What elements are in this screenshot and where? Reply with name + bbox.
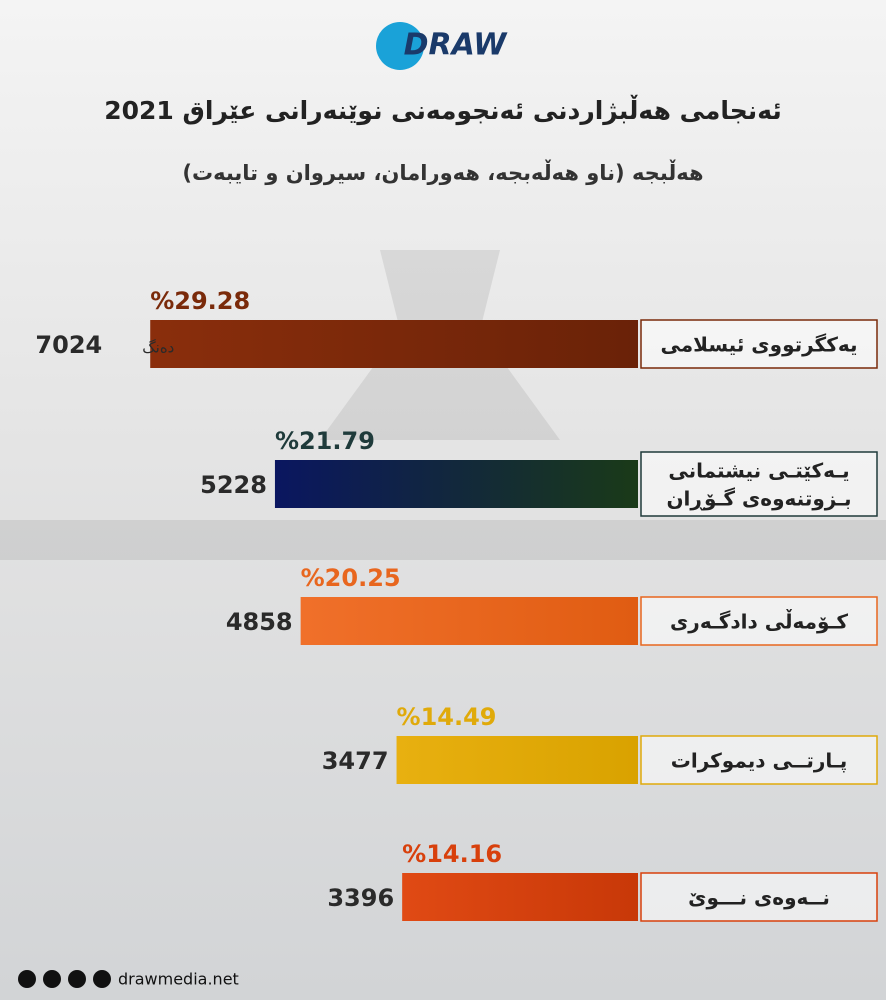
- category-label: یەکگرتووی ئیسلامی: [661, 333, 858, 357]
- category-label: پـارتــی دیموکرات: [671, 749, 848, 774]
- vote-label: 3396: [327, 884, 394, 912]
- category-label: نــەوەی نـــوێ: [688, 886, 830, 910]
- percent-label: %20.25: [301, 564, 401, 592]
- category-box: [640, 319, 878, 369]
- vote-unit: دەنگ: [142, 339, 174, 357]
- bar: [274, 460, 638, 508]
- category-label: کـۆمەڵی دادگـەری: [670, 609, 848, 634]
- percent-label: %21.79: [275, 427, 375, 455]
- bar: [150, 320, 638, 368]
- bar: [402, 873, 638, 921]
- percent-label: %14.16: [402, 840, 502, 868]
- x-icon: [68, 970, 86, 988]
- percent-label: %14.49: [397, 703, 497, 731]
- footer: drawmedia.net: [18, 970, 239, 989]
- category-label: یـەکێتـی نیشتمانی: [668, 459, 849, 483]
- chart-subtitle: هەڵبجە (ناو هەڵەبجە، هەورامان، سیروان و …: [182, 159, 703, 185]
- vote-label: 3477: [322, 747, 389, 775]
- facebook-icon: [18, 970, 36, 988]
- category-box: [640, 596, 878, 646]
- category-box: [640, 451, 878, 517]
- instagram-icon: [43, 970, 61, 988]
- bar: [396, 736, 638, 784]
- category-box: [640, 872, 878, 922]
- percent-label: %29.28: [150, 287, 250, 315]
- category-box: [640, 735, 878, 785]
- logo-mark: [376, 22, 424, 70]
- vote-label: 5228: [200, 471, 267, 499]
- category-label: بـزوتنەوەی گـۆڕان: [666, 487, 851, 511]
- chart-title: ئەنجامی هەڵبژاردنی ئەنجومەنی نوێنەرانی ع…: [104, 94, 782, 126]
- vote-label: 7024: [35, 331, 102, 359]
- vote-label: 4858: [226, 608, 293, 636]
- logo: DRAW: [404, 28, 509, 63]
- tiktok-icon: [93, 970, 111, 988]
- footer-site: drawmedia.net: [118, 970, 239, 989]
- bar: [300, 597, 638, 645]
